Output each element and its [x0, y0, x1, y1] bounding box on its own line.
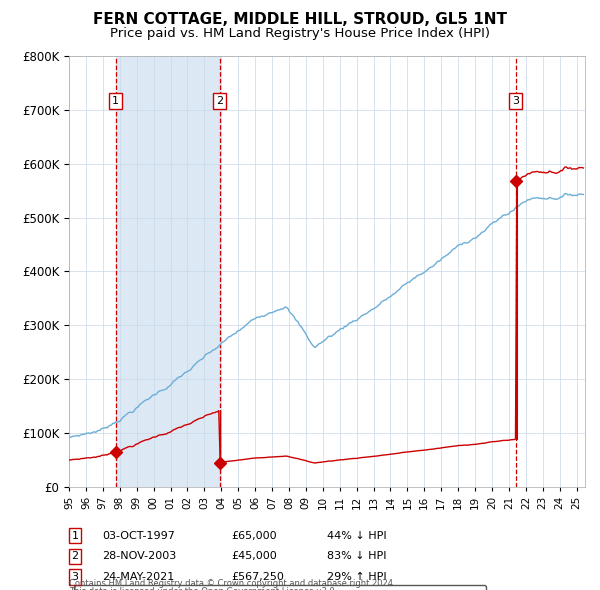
Text: 1: 1: [112, 96, 119, 106]
Text: 29% ↑ HPI: 29% ↑ HPI: [327, 572, 386, 582]
Text: 03-OCT-1997: 03-OCT-1997: [102, 531, 175, 540]
Text: This data is licensed under the Open Government Licence v3.0.: This data is licensed under the Open Gov…: [69, 587, 337, 590]
Text: 3: 3: [71, 572, 79, 582]
Text: £45,000: £45,000: [231, 552, 277, 561]
Text: 2: 2: [216, 96, 223, 106]
Text: 24-MAY-2021: 24-MAY-2021: [102, 572, 174, 582]
Legend: FERN COTTAGE, MIDDLE HILL, STROUD, GL5 1NT (detached house), HPI: Average price,: FERN COTTAGE, MIDDLE HILL, STROUD, GL5 1…: [74, 585, 486, 590]
Text: 2: 2: [71, 552, 79, 561]
Text: 44% ↓ HPI: 44% ↓ HPI: [327, 531, 386, 540]
Bar: [116, 56, 220, 487]
Text: Price paid vs. HM Land Registry's House Price Index (HPI): Price paid vs. HM Land Registry's House …: [110, 27, 490, 40]
Text: £567,250: £567,250: [231, 572, 284, 582]
Text: 83% ↓ HPI: 83% ↓ HPI: [327, 552, 386, 561]
Text: 28-NOV-2003: 28-NOV-2003: [102, 552, 176, 561]
Text: Contains HM Land Registry data © Crown copyright and database right 2024.: Contains HM Land Registry data © Crown c…: [69, 579, 395, 588]
Text: 1: 1: [71, 531, 79, 540]
Text: £65,000: £65,000: [231, 531, 277, 540]
Text: 3: 3: [512, 96, 519, 106]
Text: FERN COTTAGE, MIDDLE HILL, STROUD, GL5 1NT: FERN COTTAGE, MIDDLE HILL, STROUD, GL5 1…: [93, 12, 507, 27]
